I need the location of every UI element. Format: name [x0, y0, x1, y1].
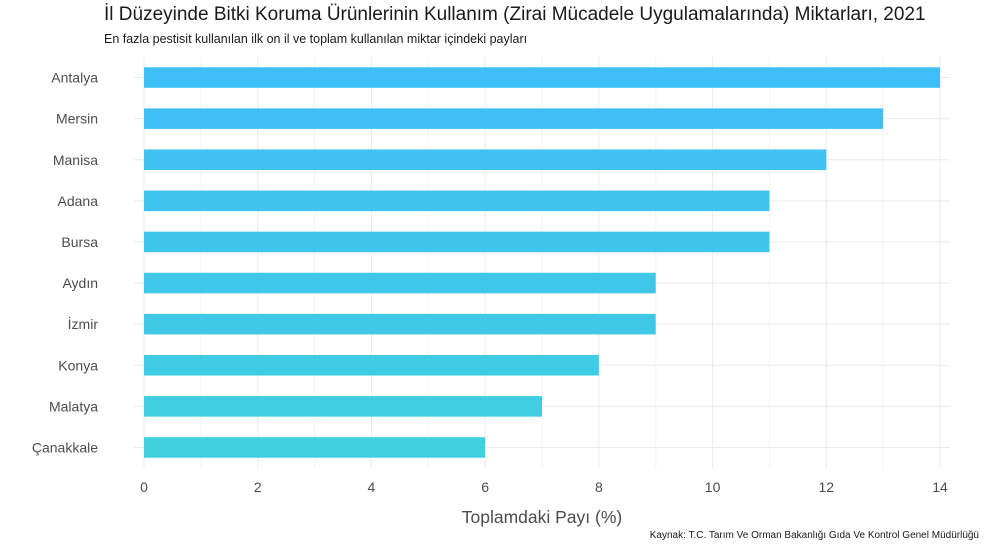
y-tick-label: Çanakkale [32, 439, 98, 455]
x-axis-labels: 0 2 4 6 8 10 12 14 [140, 479, 948, 495]
y-tick-label: Adana [58, 193, 99, 209]
y-tick-label: Antalya [51, 70, 98, 86]
bar [144, 67, 940, 88]
chart-title: İl Düzeyinde Bitki Koruma Ürünlerinin Ku… [104, 4, 926, 25]
x-tick-label: 10 [705, 479, 721, 495]
bar [144, 108, 884, 129]
bar [144, 190, 770, 212]
bar [144, 272, 656, 294]
x-tick-label: 12 [818, 479, 834, 495]
x-axis-title: Toplamdaki Payı (%) [462, 507, 622, 527]
y-tick-label: İzmir [68, 315, 99, 332]
y-axis-labels: Antalya Mersin Manisa Adana Bursa Aydın İzmir K… [32, 70, 98, 456]
y-tick-label: Konya [58, 357, 98, 373]
bars [144, 67, 940, 458]
x-tick-label: 6 [481, 479, 489, 495]
source-caption: Kaynak: T.C. Tarım Ve Orman Bakanlığı Gı… [649, 530, 979, 541]
bar [144, 354, 599, 376]
y-tick-label: Malatya [49, 398, 98, 414]
y-tick-label: Manisa [53, 152, 98, 168]
y-tick-label: Bursa [61, 234, 98, 250]
bar [144, 437, 486, 458]
bar [144, 149, 827, 171]
y-tick-label: Aydın [62, 275, 98, 291]
chart-subtitle: En fazla pestisit kullanılan ilk on il v… [104, 32, 528, 46]
x-tick-label: 14 [932, 479, 948, 495]
bar [144, 231, 770, 253]
x-tick-label: 8 [595, 479, 603, 495]
y-tick-label: Mersin [56, 111, 98, 127]
x-tick-label: 2 [254, 479, 262, 495]
x-tick-label: 4 [368, 479, 376, 495]
bar [144, 396, 542, 417]
bar [144, 313, 656, 335]
x-tick-label: 0 [140, 479, 148, 495]
